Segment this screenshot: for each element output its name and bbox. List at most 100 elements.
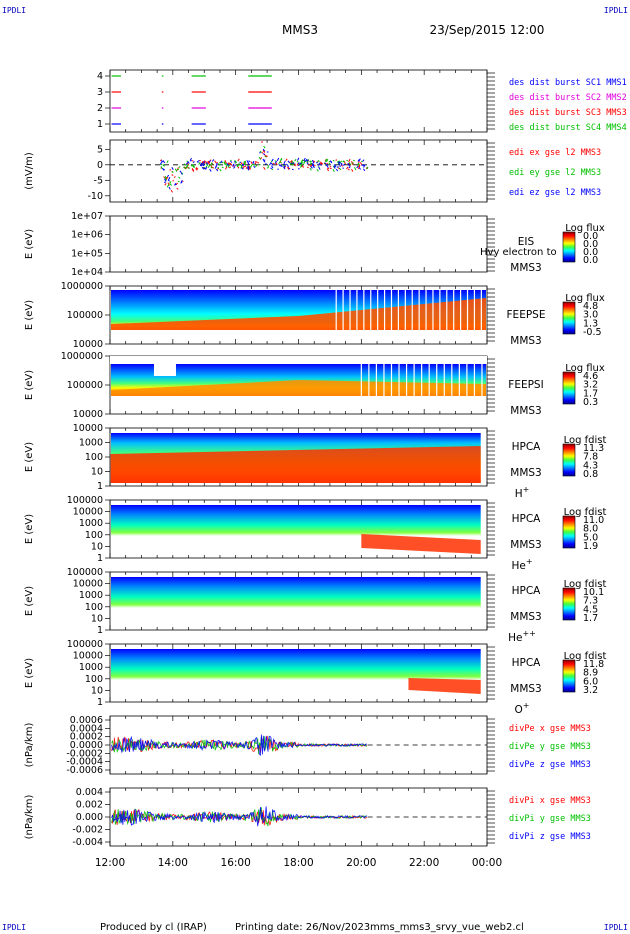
edi-sample: [256, 161, 260, 164]
spacecraft-name: MMS3: [510, 611, 541, 623]
panel-frame: [109, 69, 488, 133]
y-tick-label: 0.0004: [70, 723, 103, 734]
edi-sample: [169, 183, 172, 186]
edi-sample: [176, 187, 179, 190]
edi-sample: [262, 148, 266, 152]
colorbar-tick-label: 0.0: [583, 239, 598, 250]
edi-sample: [278, 161, 281, 164]
edi-sample: [209, 168, 212, 172]
y-tick-label: 1000: [79, 518, 103, 529]
colorbar-tick-label: 4.8: [583, 301, 598, 312]
instrument-name: FEEPSI: [508, 379, 543, 391]
edi-sample: [266, 166, 270, 169]
panel-feepsi: 1000000 100000 10000 E (eV) FEEPSI MMS3 Log fl…: [24, 351, 605, 420]
spectrogram-hot: [110, 446, 481, 483]
y-axis-label: E (eV): [24, 370, 35, 400]
colorbar-tick-label: 0.0: [583, 255, 598, 266]
edi-sample: [264, 155, 267, 158]
edi-sample: [237, 162, 240, 167]
y-tick-label: 1e+04: [71, 267, 103, 278]
footer-logo-left: IPDLI: [2, 923, 26, 932]
edi-sample: [214, 160, 217, 164]
y-tick-label: 100000: [67, 310, 103, 321]
edi-sample: [178, 176, 181, 179]
y-tick-label: 10: [91, 685, 103, 696]
colorbar-tick-label: 0.0: [583, 247, 598, 258]
edi-sample: [203, 160, 207, 163]
edi-sample: [321, 162, 324, 165]
edi-sample: [316, 169, 319, 172]
edi-sample: [164, 183, 167, 186]
edi-sample: [342, 163, 346, 166]
colorbar-title: Log fdist: [564, 435, 607, 446]
y-tick-label: 10: [91, 613, 103, 624]
edi-sample: [201, 166, 205, 170]
species-label: He++: [508, 629, 536, 644]
edi-sample: [271, 165, 274, 169]
edi-sample: [173, 176, 176, 178]
edi-sample: [362, 159, 365, 162]
edi-sample: [309, 167, 312, 171]
colorbar-tick-label: 7.8: [583, 452, 598, 463]
edi-sample: [248, 160, 251, 163]
y-tick-label: 100: [85, 530, 103, 541]
edi-sample: [278, 164, 281, 167]
colorbar-title: Log fdist: [564, 651, 607, 662]
x-tick-label: 20:00: [346, 857, 376, 869]
edi-sample: [303, 157, 306, 162]
edi-sample: [363, 164, 366, 168]
edi-sample: [202, 160, 205, 164]
edi-sample: [202, 163, 206, 167]
colorbar-tick-label: 3.2: [583, 380, 598, 391]
edi-sample: [324, 162, 327, 164]
edi-sample: [366, 166, 369, 170]
edi-sample: [334, 164, 337, 168]
footer-produced-by: Produced by cl (IRAP): [100, 922, 207, 933]
y-tick-label: 1000: [79, 590, 103, 601]
edi-sample: [207, 164, 211, 168]
y-tick-label: 4: [97, 71, 103, 82]
panel-eis: 1e+07 1e+06 1e+05 1e+04 E (eV) EIS MMS3 Hvy ele…: [24, 211, 605, 278]
instrument-name: FEEPSE: [507, 309, 546, 321]
edi-sample: [347, 162, 350, 166]
legend-entry: des dist burst SC3 MMS3: [509, 108, 627, 118]
edi-sample: [252, 160, 255, 164]
legend-entry: edi ex gse l2 MMS3: [509, 148, 601, 158]
edi-sample: [301, 159, 304, 162]
y-tick-label: 1e+05: [71, 248, 103, 259]
y-tick-label: 100000: [67, 639, 103, 650]
edi-sample: [258, 163, 261, 166]
edi-sample: [309, 164, 313, 168]
edi-sample: [263, 166, 266, 170]
colorbar-tick-label: 0.3: [583, 397, 598, 408]
spacecraft-name: MMS3: [510, 467, 541, 479]
footer-file: mms_mms3_srvy_vue_web2.cl: [370, 922, 524, 933]
y-axis-label: E (eV): [24, 586, 35, 616]
edi-sample: [159, 161, 163, 165]
y-tick-label: 5: [97, 144, 103, 155]
edi-sample: [326, 164, 329, 168]
edi-sample: [330, 160, 333, 164]
x-tick-label: 00:00: [472, 857, 502, 869]
edi-sample: [230, 160, 233, 163]
y-tick-label: 0.004: [76, 787, 103, 798]
instrument-name: HPCA: [512, 585, 542, 597]
edi-sample: [312, 160, 316, 163]
edi-sample: [312, 164, 315, 168]
legend-entry: divPe x gse MMS3: [509, 724, 591, 734]
colorbar-tick-label: -0.5: [583, 327, 602, 338]
edi-sample: [167, 176, 171, 181]
panel-hpca-h: 10000 1000 100 10 1 E (eV) HPCA MMS3 H+ Log fdist…: [24, 423, 606, 500]
edi-sample: [246, 167, 250, 171]
y-axis-label: E (eV): [24, 658, 35, 688]
edi-sample: [223, 162, 227, 166]
edi-sample: [215, 165, 218, 167]
panel-edi: 5 0 -5 -10 (mV/m) edi ex gse l2 MMS3 edi ey gs…: [24, 139, 601, 203]
edi-sample: [275, 162, 278, 166]
edi-sample: [348, 158, 351, 163]
edi-sample: [196, 167, 199, 170]
edi-sample: [318, 166, 321, 170]
edi-sample: [205, 163, 208, 166]
edi-sample: [309, 160, 312, 163]
